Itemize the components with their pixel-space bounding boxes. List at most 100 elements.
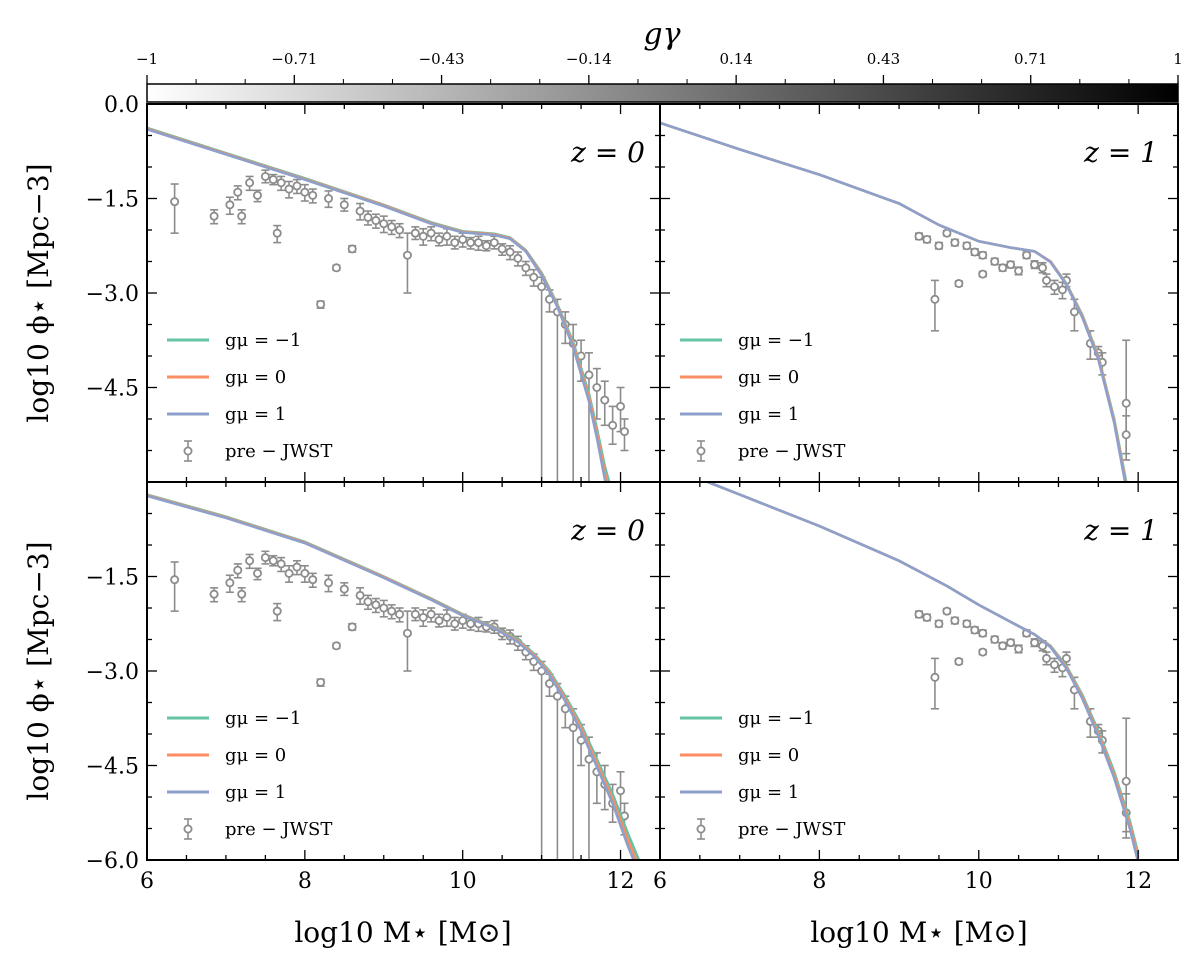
data-point xyxy=(316,299,326,309)
data-point xyxy=(521,260,531,277)
x-tick-label: 8 xyxy=(812,869,826,894)
y-tick-label: −4.5 xyxy=(86,755,139,780)
data-point xyxy=(998,263,1008,273)
plot-area xyxy=(660,121,1131,482)
data-marker xyxy=(1049,282,1059,292)
legend-label: gμ = 1 xyxy=(738,404,799,425)
data-point xyxy=(331,641,341,651)
data-point xyxy=(914,231,924,241)
data-point xyxy=(434,232,444,247)
data-marker xyxy=(237,589,247,599)
series-line xyxy=(660,121,1127,482)
data-point xyxy=(292,178,302,195)
legend-label: gμ = 1 xyxy=(738,782,799,803)
legend-label: gμ = 1 xyxy=(225,404,286,425)
data-marker xyxy=(450,238,460,248)
data-marker xyxy=(272,606,282,616)
x-tick-label: 10 xyxy=(965,869,993,894)
data-marker xyxy=(434,616,444,626)
x-tick-label: 8 xyxy=(298,869,312,894)
legend: gμ = −1 gμ = 0 gμ = 1 pre − JWST xyxy=(167,330,332,462)
data-point xyxy=(324,574,334,593)
data-point xyxy=(998,641,1008,651)
colorbar-ticks: −1 −0.71 −0.43 −0.14 0.14 0.43 0.71 1 xyxy=(136,50,1183,84)
data-marker xyxy=(209,211,219,221)
data-marker xyxy=(497,244,507,254)
x-axis-label-right: log10 M⋆ [M⊙] xyxy=(810,916,1027,949)
data-point xyxy=(284,564,294,583)
legend-label: gμ = 1 xyxy=(225,782,286,803)
data-point xyxy=(410,226,420,241)
panel-top-left: 0.0 −1.5 −3.0 −4.5 gμ = −1 gμ = 0 gμ = 1 pre − … xyxy=(86,93,661,483)
data-point xyxy=(458,232,468,248)
data-marker xyxy=(426,228,436,238)
data-point xyxy=(371,597,381,614)
data-point xyxy=(209,587,219,603)
data-marker xyxy=(942,606,952,616)
legend: gμ = −1 gμ = 0 gμ = 1 pre − JWST xyxy=(680,330,845,462)
data-marker xyxy=(276,559,286,569)
colorbar-tick-label: −0.71 xyxy=(271,50,317,68)
data-point xyxy=(962,241,972,251)
data-point xyxy=(324,190,334,209)
data-point xyxy=(616,770,626,817)
data-point xyxy=(978,250,988,260)
data-point xyxy=(552,298,562,482)
y-tick-label: −1.5 xyxy=(86,188,139,213)
legend-label: pre − JWST xyxy=(225,819,332,840)
data-marker xyxy=(442,612,452,622)
y-tick-label: 0.0 xyxy=(104,93,139,118)
data-marker xyxy=(458,234,468,244)
legend-marker-swatch xyxy=(696,824,706,834)
panel-label-top-left: z = 0 xyxy=(570,136,645,169)
data-marker xyxy=(233,565,243,575)
data-marker xyxy=(308,575,318,585)
data-point xyxy=(233,563,243,579)
data-point xyxy=(1069,298,1079,332)
legend-label: gμ = −1 xyxy=(225,708,301,729)
data-marker xyxy=(978,647,988,657)
data-point xyxy=(529,268,539,287)
data-marker xyxy=(268,556,278,566)
data-marker xyxy=(608,420,618,430)
data-point xyxy=(552,682,562,860)
data-marker xyxy=(950,616,960,626)
data-marker xyxy=(379,603,389,613)
data-marker xyxy=(410,609,420,619)
data-point xyxy=(347,622,357,632)
data-marker xyxy=(434,234,444,244)
data-point xyxy=(450,235,460,250)
data-marker xyxy=(950,238,960,248)
colorbar-tick-label: 0.14 xyxy=(719,50,752,68)
data-marker xyxy=(331,263,341,273)
data-marker xyxy=(998,641,1008,651)
data-marker xyxy=(395,225,405,235)
data-point xyxy=(481,239,491,252)
data-marker xyxy=(402,250,412,260)
data-marker xyxy=(339,200,349,210)
data-point xyxy=(252,189,262,203)
data-point xyxy=(308,572,318,589)
data-marker xyxy=(260,171,270,181)
data-point xyxy=(1006,260,1016,270)
data-marker xyxy=(225,578,235,588)
colorbar-tick-label: −0.43 xyxy=(419,50,465,68)
data-marker xyxy=(1121,776,1131,786)
data-point xyxy=(962,619,972,629)
data-point xyxy=(379,215,389,234)
data-point xyxy=(371,213,381,229)
data-marker xyxy=(998,263,1008,273)
legend-entry: gμ = 1 xyxy=(680,782,799,803)
data-marker xyxy=(292,562,302,572)
data-marker xyxy=(954,279,964,289)
series-line xyxy=(147,493,641,860)
data-point xyxy=(568,707,578,860)
data-point xyxy=(914,609,924,619)
data-point xyxy=(954,279,964,289)
data-point xyxy=(1014,266,1024,276)
data-marker xyxy=(489,238,499,248)
data-marker xyxy=(592,382,602,392)
data-point xyxy=(245,553,255,570)
legend-marker-swatch xyxy=(183,446,193,456)
data-point xyxy=(1038,261,1048,274)
